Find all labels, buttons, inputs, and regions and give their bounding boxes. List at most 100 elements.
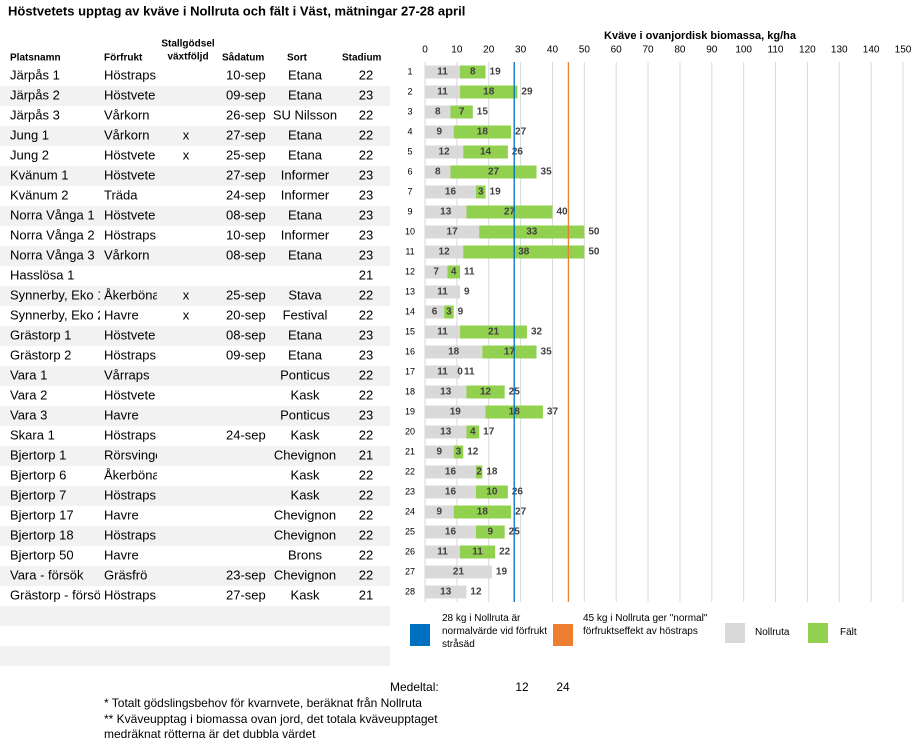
total-label: 22 — [499, 547, 511, 558]
table-cell: Höstvete — [104, 87, 155, 102]
y-tick-label: 20 — [405, 426, 415, 436]
bar-segment — [425, 225, 480, 239]
bar-segment — [453, 445, 464, 459]
bar-segment — [425, 325, 461, 339]
total-label: 18 — [486, 467, 498, 478]
table-cell: Höstvete — [104, 327, 155, 342]
table-cell: x — [183, 287, 190, 302]
table-cell: 23 — [359, 247, 373, 262]
table-cell: Höstraps — [104, 347, 157, 362]
table-cell: 25-sep — [226, 287, 266, 302]
table-cell: x — [183, 307, 190, 322]
table-cell: Havre — [104, 307, 139, 322]
table-cell: Informer — [281, 227, 330, 242]
total-label: 17 — [483, 427, 495, 438]
bar-segment — [425, 385, 467, 399]
segment-label: 33 — [526, 227, 538, 238]
table-cell: Etana — [288, 67, 323, 82]
column-header: Förfrukt — [104, 53, 143, 64]
table-cell: Rörsvingel — [104, 447, 166, 462]
table-cell: 27-sep — [226, 587, 266, 602]
segment-label: 27 — [488, 167, 500, 178]
y-tick-label: 14 — [405, 306, 415, 316]
segment-label: 11 — [472, 547, 483, 558]
row-band — [0, 326, 390, 346]
table-cell: Höstvete — [104, 387, 155, 402]
column-header: Sådatum — [222, 52, 264, 64]
column-header: Platsnamn — [10, 53, 61, 64]
segment-label: 11 — [437, 287, 448, 298]
y-tick-label: 21 — [405, 446, 415, 456]
mean-value: 24 — [556, 680, 570, 694]
total-label: 40 — [556, 207, 568, 218]
table-cell: Grästorp - försök — [10, 587, 108, 602]
bar-segment — [425, 85, 461, 99]
segment-label: 16 — [445, 467, 457, 478]
total-label: 19 — [490, 187, 502, 198]
table-cell: 23 — [359, 87, 373, 102]
table-cell: Bjertorp 50 — [10, 547, 74, 562]
total-label: 19 — [496, 567, 508, 578]
table-cell: 23 — [359, 347, 373, 362]
y-tick-label: 11 — [405, 246, 414, 256]
segment-label: 17 — [504, 347, 516, 358]
y-tick-label: 16 — [405, 346, 415, 356]
footnote: ** Kväveupptag i biomassa ovan jord, det… — [104, 712, 438, 741]
y-tick-label: 13 — [405, 286, 415, 296]
table-cell: 23 — [359, 407, 373, 422]
table-cell: 22 — [359, 147, 373, 162]
table-cell: 22 — [359, 127, 373, 142]
table-cell: Järpås 2 — [10, 87, 60, 102]
table-cell: 20-sep — [226, 307, 266, 322]
segment-label: 2 — [476, 467, 482, 478]
y-tick-label: 17 — [405, 366, 415, 376]
x-tick-label: 120 — [799, 45, 816, 56]
legend-swatch — [410, 624, 430, 646]
table-cell: 23 — [359, 327, 373, 342]
bar-segment — [444, 305, 454, 319]
table-cell: Höstraps — [104, 527, 157, 542]
y-tick-label: 15 — [405, 326, 415, 336]
table-cell: 27-sep — [226, 127, 266, 142]
x-tick-label: 30 — [515, 45, 527, 56]
segment-label: 13 — [440, 207, 452, 218]
row-band — [0, 446, 390, 466]
bar-segment — [463, 145, 508, 159]
table-cell: Jung 2 — [10, 147, 49, 162]
bar-segment — [453, 505, 512, 519]
table-cell: Grästorp 1 — [10, 327, 71, 342]
table-cell: 21 — [359, 587, 373, 602]
segment-label: 13 — [440, 427, 452, 438]
table-cell: Vårraps — [104, 367, 150, 382]
x-tick-label: 50 — [579, 45, 591, 56]
column-header: växtföljd — [167, 52, 208, 63]
table-cell: 08-sep — [226, 207, 266, 222]
table-cell: 25-sep — [226, 147, 266, 162]
row-band — [0, 566, 390, 586]
table-cell: Kask — [291, 427, 320, 442]
chart-title: Kväve i ovanjordisk biomassa, kg/ha — [604, 30, 797, 42]
y-tick-label: 23 — [405, 486, 415, 496]
row-band — [0, 646, 390, 666]
segment-label: 7 — [459, 107, 465, 118]
table-cell: Hasslösa 1 — [10, 267, 74, 282]
table-cell: Jung 1 — [10, 127, 49, 142]
bar-segment — [425, 265, 448, 279]
total-label: 9 — [458, 307, 464, 318]
segment-label: 18 — [483, 87, 495, 98]
total-label: 29 — [521, 87, 533, 98]
bar-segment — [463, 245, 585, 259]
title: Höstvetets upptag av kväve i Nollruta oc… — [8, 3, 465, 18]
table-cell: Ponticus — [280, 367, 330, 382]
column-header: Stallgödsel — [161, 39, 215, 50]
table-cell: Norra Vånga 3 — [10, 247, 95, 262]
table-cell: Järpås 3 — [10, 107, 60, 122]
segment-label: 3 — [478, 187, 484, 198]
row-band — [0, 366, 390, 386]
row-band — [0, 246, 390, 266]
bar-segment — [425, 545, 461, 559]
table-cell: x — [183, 127, 190, 142]
table-cell: 23 — [359, 227, 373, 242]
total-label: 50 — [588, 247, 600, 258]
